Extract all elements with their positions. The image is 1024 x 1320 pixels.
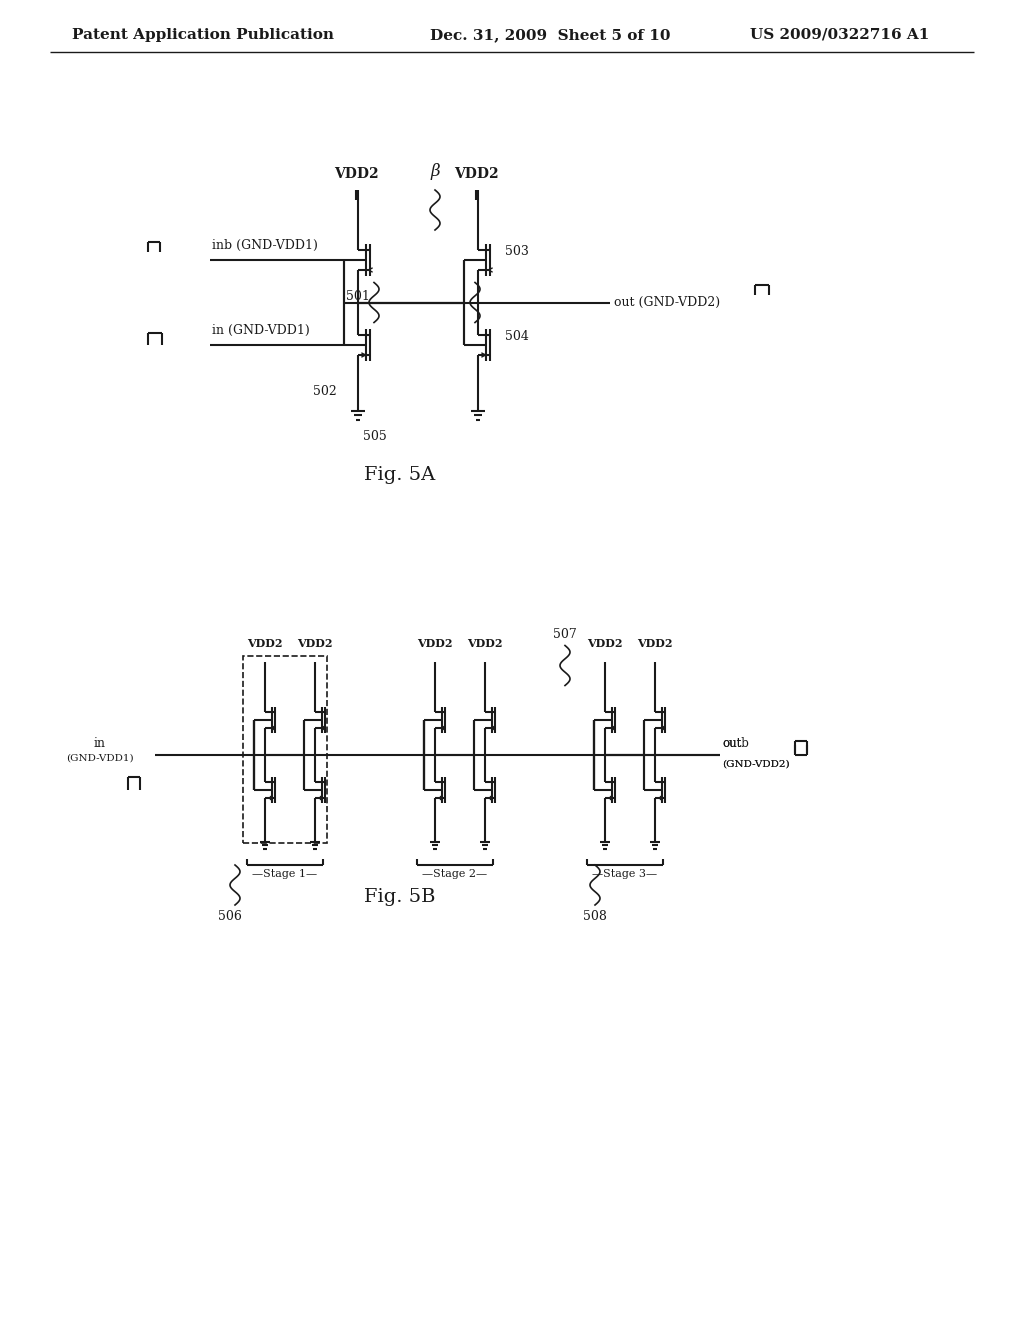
Text: 506: 506	[218, 909, 242, 923]
Text: 502: 502	[313, 385, 337, 399]
Text: Dec. 31, 2009  Sheet 5 of 10: Dec. 31, 2009 Sheet 5 of 10	[430, 28, 671, 42]
Text: US 2009/0322716 A1: US 2009/0322716 A1	[750, 28, 930, 42]
Text: VDD2: VDD2	[454, 168, 499, 181]
Text: out: out	[722, 737, 741, 750]
Text: β: β	[430, 162, 440, 180]
Text: VDD2: VDD2	[334, 168, 378, 181]
Text: (GND-VDD1): (GND-VDD1)	[67, 754, 134, 763]
Text: Fig. 5B: Fig. 5B	[365, 888, 436, 906]
Text: 507: 507	[553, 628, 577, 642]
Text: inb (GND-VDD1): inb (GND-VDD1)	[212, 239, 317, 252]
Text: (GND-VDD2): (GND-VDD2)	[722, 760, 790, 770]
Bar	[243, 656, 327, 843]
Text: 504: 504	[505, 330, 528, 343]
Text: in (GND-VDD1): in (GND-VDD1)	[212, 323, 309, 337]
Text: —Stage 3—: —Stage 3—	[593, 869, 657, 879]
Text: —Stage 2—: —Stage 2—	[423, 869, 487, 879]
Text: (GND-VDD2): (GND-VDD2)	[722, 760, 790, 770]
Text: —Stage 1—: —Stage 1—	[253, 869, 317, 879]
Text: 505: 505	[362, 430, 387, 444]
Text: VDD2: VDD2	[417, 638, 453, 649]
Text: 501: 501	[346, 290, 370, 304]
Text: 508: 508	[583, 909, 607, 923]
Text: Fig. 5A: Fig. 5A	[365, 466, 435, 484]
Text: Patent Application Publication: Patent Application Publication	[72, 28, 334, 42]
Text: outb: outb	[722, 737, 749, 750]
Text: VDD2: VDD2	[467, 638, 503, 649]
Text: VDD2: VDD2	[247, 638, 283, 649]
Text: in: in	[94, 737, 106, 750]
Text: VDD2: VDD2	[297, 638, 333, 649]
Text: VDD2: VDD2	[637, 638, 673, 649]
Text: out (GND-VDD2): out (GND-VDD2)	[614, 296, 720, 309]
Text: VDD2: VDD2	[587, 638, 623, 649]
Text: 503: 503	[505, 246, 528, 257]
